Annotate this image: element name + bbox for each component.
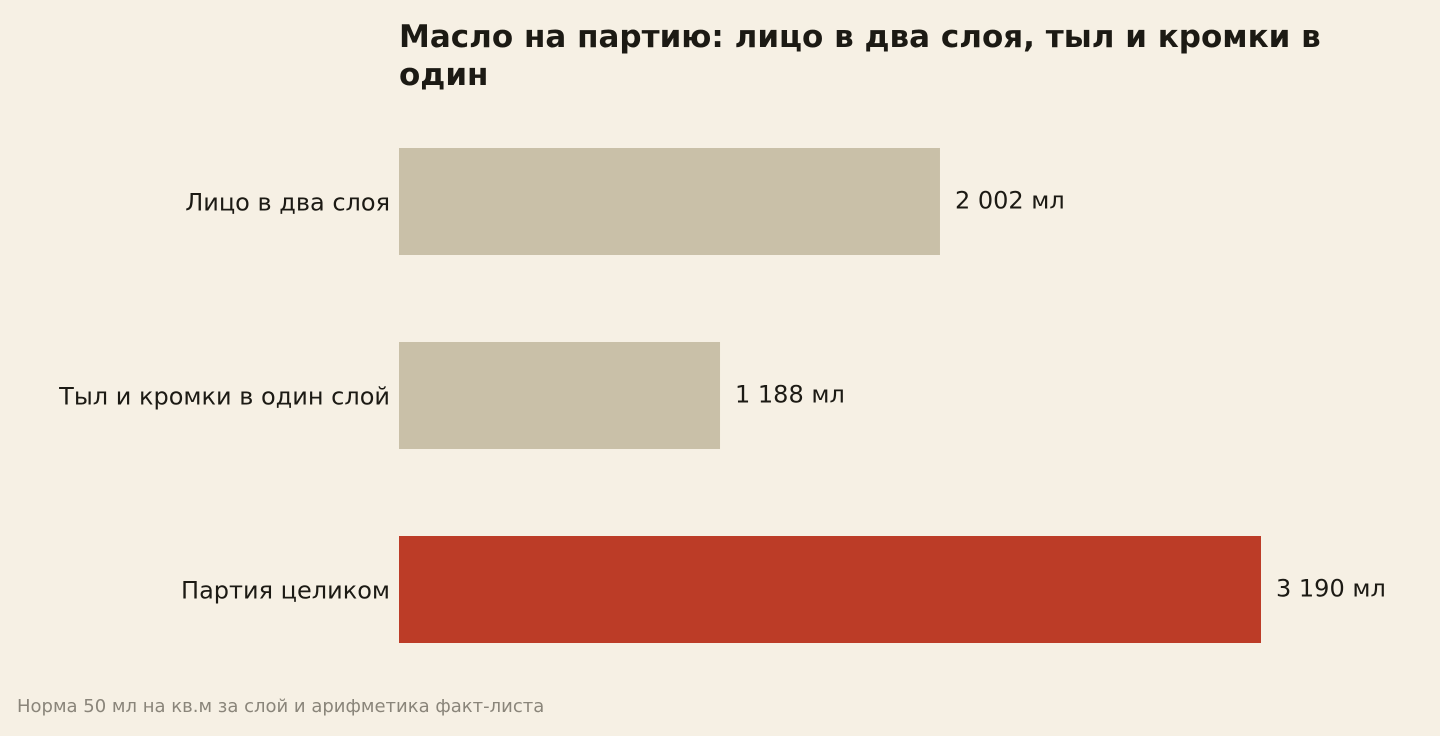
footnote: Норма 50 мл на кв.м за слой и арифметика… (17, 696, 545, 717)
bar-3 (399, 536, 1261, 643)
category-label-1: Лицо в два слоя (185, 189, 390, 217)
category-label-2: Тыл и кромки в один слой (58, 383, 390, 411)
value-label-2: 1 188 мл (735, 381, 845, 409)
bars-layer: Лицо в два слоя 2 002 мл Тыл и кромки в од… (58, 148, 1386, 643)
category-label-3: Партия целиком (181, 577, 390, 605)
chart-title: Масло на партию: лицо в два слоя, тыл и … (399, 19, 1321, 93)
value-label-3: 3 190 мл (1276, 575, 1386, 603)
bar-1 (399, 148, 940, 255)
value-label-1: 2 002 мл (955, 187, 1065, 215)
bar-2 (399, 342, 721, 449)
